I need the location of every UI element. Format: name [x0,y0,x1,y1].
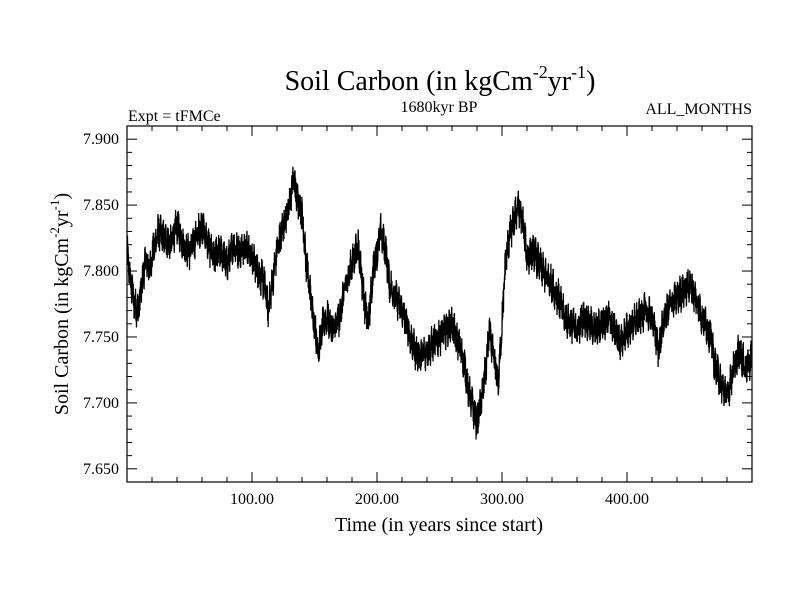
x-axis-label: Time (in years since start) [335,514,543,536]
chart-title-sup2: -1 [571,62,586,82]
y-axis-label-end: ) [51,193,73,200]
subtitle-left: Expt = tFMCe [128,108,221,125]
chart-title-main: Soil Carbon (in kgCm [285,66,533,97]
series-line [126,166,753,440]
y-axis-label-mid: yr [51,210,73,227]
y-axis-label-sup2: -1 [47,200,62,211]
y-tick-label: 7.700 [83,395,119,412]
y-axis-label-sup1: -2 [47,227,62,238]
x-tick-label: 300.00 [480,491,524,508]
chart-title-end: ) [586,66,595,97]
subtitle-center: 1680kyr BP [401,99,478,116]
x-tick-label: 100.00 [230,491,274,508]
x-axis-ticks: 100.00 200.00 300.00 400.00 [151,126,728,508]
y-tick-label: 7.650 [83,461,119,478]
y-axis-label: Soil Carbon (in kgCm-2yr-1) [47,193,73,415]
subtitle-right: ALL_MONTHS [645,101,752,118]
y-tick-label: 7.750 [83,329,119,346]
series-group [126,166,753,440]
y-axis-label-main: Soil Carbon (in kgCm [51,237,73,415]
chart-title: Soil Carbon (in kgCm-2yr-1) [285,62,596,97]
x-tick-label: 200.00 [355,491,399,508]
x-tick-label: 400.00 [605,491,649,508]
chart-title-sup1: -2 [533,62,548,82]
y-tick-label: 7.800 [83,263,119,280]
y-tick-label: 7.900 [83,131,119,148]
y-axis-ticks: 7.650 7.700 7.750 7.800 7.850 7.900 [83,125,752,478]
y-tick-label: 7.850 [83,197,119,214]
plot-frame [126,125,753,483]
chart-title-mid: yr [548,66,572,97]
